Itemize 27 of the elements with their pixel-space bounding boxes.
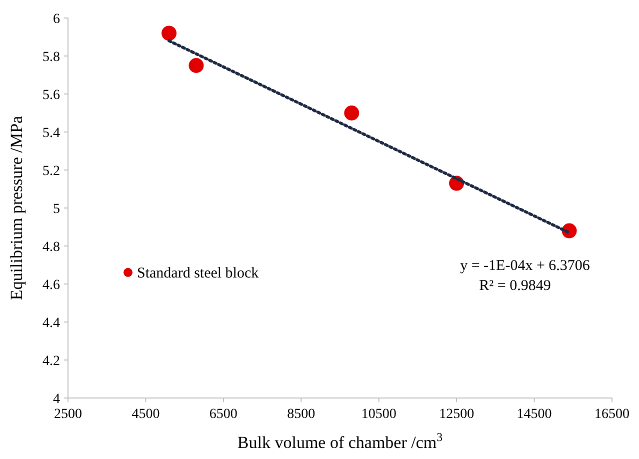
y-tick-label: 4 [53, 392, 60, 407]
x-tick-label: 14500 [516, 407, 552, 422]
y-tick-label: 4.4 [42, 316, 60, 331]
x-tick-label: 16500 [594, 407, 630, 422]
x-tick-label: 10500 [361, 407, 396, 422]
y-tick-label: 5.8 [42, 50, 60, 65]
legend-label: Standard steel block [137, 265, 260, 282]
point [344, 106, 360, 120]
x-tick-label: 2500 [54, 407, 82, 422]
point [188, 58, 204, 73]
annotation: R² = 0.9849 [479, 278, 551, 294]
y-tick-label: 5.4 [42, 126, 60, 141]
annotation: y = -1E-04x + 6.3706 [460, 258, 590, 274]
x-tick-label: 12500 [439, 407, 474, 422]
y-tick-label: 5 [53, 202, 60, 217]
y-tick-label: 5.6 [42, 88, 60, 103]
x-tick-label: 6500 [209, 407, 238, 422]
y-tick-label: 5.2 [42, 164, 60, 179]
y-tick-label: 4.2 [42, 354, 60, 369]
y-tick-label: 6 [53, 12, 60, 27]
point [162, 26, 177, 41]
y-axis-title: Equilibrium pressure /MPa [7, 115, 26, 300]
x-tick-label: 4500 [132, 407, 160, 422]
x-tick-label: 8500 [287, 407, 316, 422]
x-axis-title: Bulk volume of chamber /cm$^{3}$ [237, 430, 443, 452]
y-tick-label: 4.8 [42, 240, 60, 255]
y-tick-label: 4.6 [42, 278, 60, 293]
